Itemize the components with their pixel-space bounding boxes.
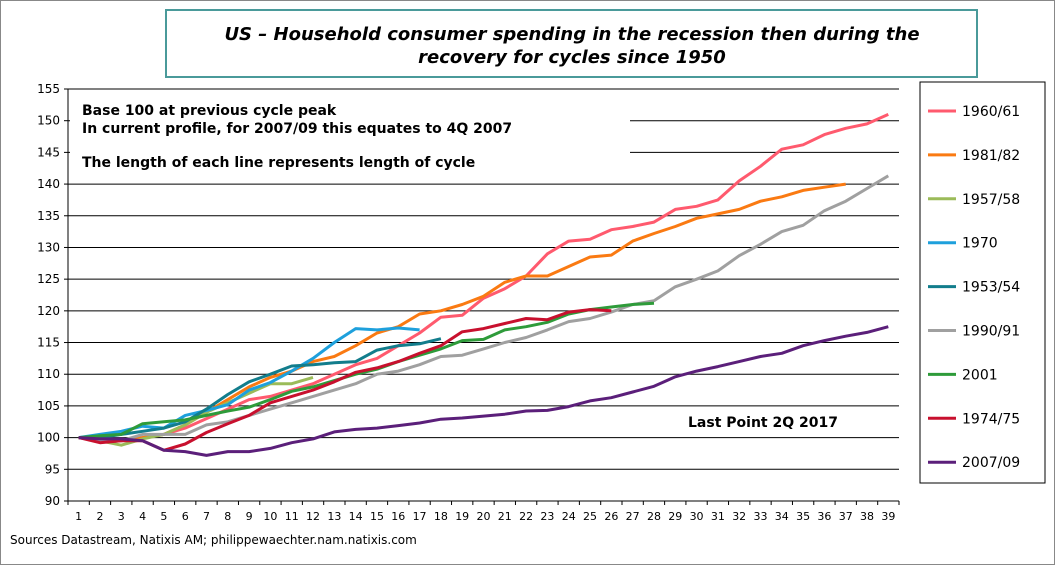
- legend-label: 1957/58: [962, 192, 1020, 208]
- x-tick-label: 9: [246, 510, 253, 523]
- x-tick-label: 35: [796, 510, 810, 523]
- chart-title-line2: recovery for cycles since 1950: [418, 47, 726, 68]
- y-tick-label: 135: [37, 209, 60, 223]
- legend-label: 2007/09: [962, 455, 1020, 471]
- legend-box: [919, 81, 1046, 484]
- x-tick-label: 32: [732, 510, 746, 523]
- x-tick-label: 29: [668, 510, 682, 523]
- annotation-background: [70, 92, 630, 178]
- x-tick-label: 11: [285, 510, 299, 523]
- y-tick-label: 125: [37, 272, 60, 286]
- x-tick-label: 8: [224, 510, 231, 523]
- y-tick-label: 130: [37, 240, 60, 254]
- legend-label: 1990/91: [962, 324, 1020, 340]
- legend-label: 1970: [962, 236, 998, 252]
- annotation-last-point: Last Point 2Q 2017: [688, 415, 838, 431]
- series-line-2001: [78, 301, 655, 440]
- series-line-1990-91: [78, 174, 890, 443]
- x-tick-label: 37: [839, 510, 853, 523]
- series-line-2007-09: [78, 325, 889, 457]
- x-tick-label: 12: [306, 510, 320, 523]
- x-tick-label: 5: [160, 510, 167, 523]
- x-tick-label: 18: [434, 510, 448, 523]
- y-tick-label: 150: [37, 114, 60, 128]
- x-tick-label: 25: [583, 510, 597, 523]
- y-tick-label: 115: [37, 336, 60, 350]
- chart-title-line1: US – Household consumer spending in the …: [224, 24, 919, 45]
- x-tick-label: 39: [881, 510, 895, 523]
- y-tick-label: 110: [37, 367, 60, 381]
- x-tick-label: 14: [349, 510, 363, 523]
- y-tick-label: 155: [37, 82, 60, 96]
- legend-label: 2001: [962, 367, 998, 383]
- x-tick-label: 15: [370, 510, 384, 523]
- x-tick-label: 24: [562, 510, 576, 523]
- annotation-length: The length of each line represents lengt…: [82, 155, 475, 171]
- series-line-1953-54: [78, 337, 442, 440]
- x-tick-label: 38: [860, 510, 874, 523]
- legend-label: 1960/61: [962, 104, 1020, 120]
- y-tick-label: 140: [37, 177, 60, 191]
- y-tick-label: 95: [45, 462, 60, 476]
- x-tick-label: 3: [118, 510, 125, 523]
- x-tick-label: 6: [182, 510, 189, 523]
- y-tick-label: 100: [37, 431, 60, 445]
- x-tick-label: 1: [75, 510, 82, 523]
- y-tick-label: 105: [37, 399, 60, 413]
- x-tick-label: 21: [498, 510, 512, 523]
- y-tick-label: 145: [37, 145, 60, 159]
- legend-label: 1953/54: [962, 280, 1020, 296]
- x-tick-label: 23: [540, 510, 554, 523]
- x-tick-label: 26: [604, 510, 618, 523]
- x-tick-label: 28: [647, 510, 661, 523]
- x-tick-label: 2: [96, 510, 103, 523]
- source-note: Sources Datastream, Natixis AM; philippe…: [10, 533, 417, 547]
- x-tick-label: 33: [754, 510, 768, 523]
- y-tick-label: 90: [45, 494, 60, 508]
- x-tick-label: 16: [391, 510, 405, 523]
- legend-label: 1974/75: [962, 411, 1020, 427]
- y-tick-label: 120: [37, 304, 60, 318]
- legend-label: 1981/82: [962, 148, 1020, 164]
- x-tick-label: 10: [263, 510, 277, 523]
- x-tick-label: 19: [455, 510, 469, 523]
- x-tick-label: 13: [327, 510, 341, 523]
- x-tick-label: 27: [626, 510, 640, 523]
- x-tick-label: 7: [203, 510, 210, 523]
- x-tick-label: 22: [519, 510, 533, 523]
- x-tick-label: 17: [413, 510, 427, 523]
- x-tick-label: 20: [477, 510, 491, 523]
- x-tick-label: 36: [817, 510, 831, 523]
- annotation-base: Base 100 at previous cycle peak: [82, 103, 337, 119]
- title-box: [165, 9, 978, 78]
- annotation-profile: In current profile, for 2007/09 this equ…: [82, 121, 512, 137]
- x-tick-label: 4: [139, 510, 146, 523]
- x-tick-label: 31: [711, 510, 725, 523]
- x-tick-label: 30: [690, 510, 704, 523]
- x-tick-label: 34: [775, 510, 789, 523]
